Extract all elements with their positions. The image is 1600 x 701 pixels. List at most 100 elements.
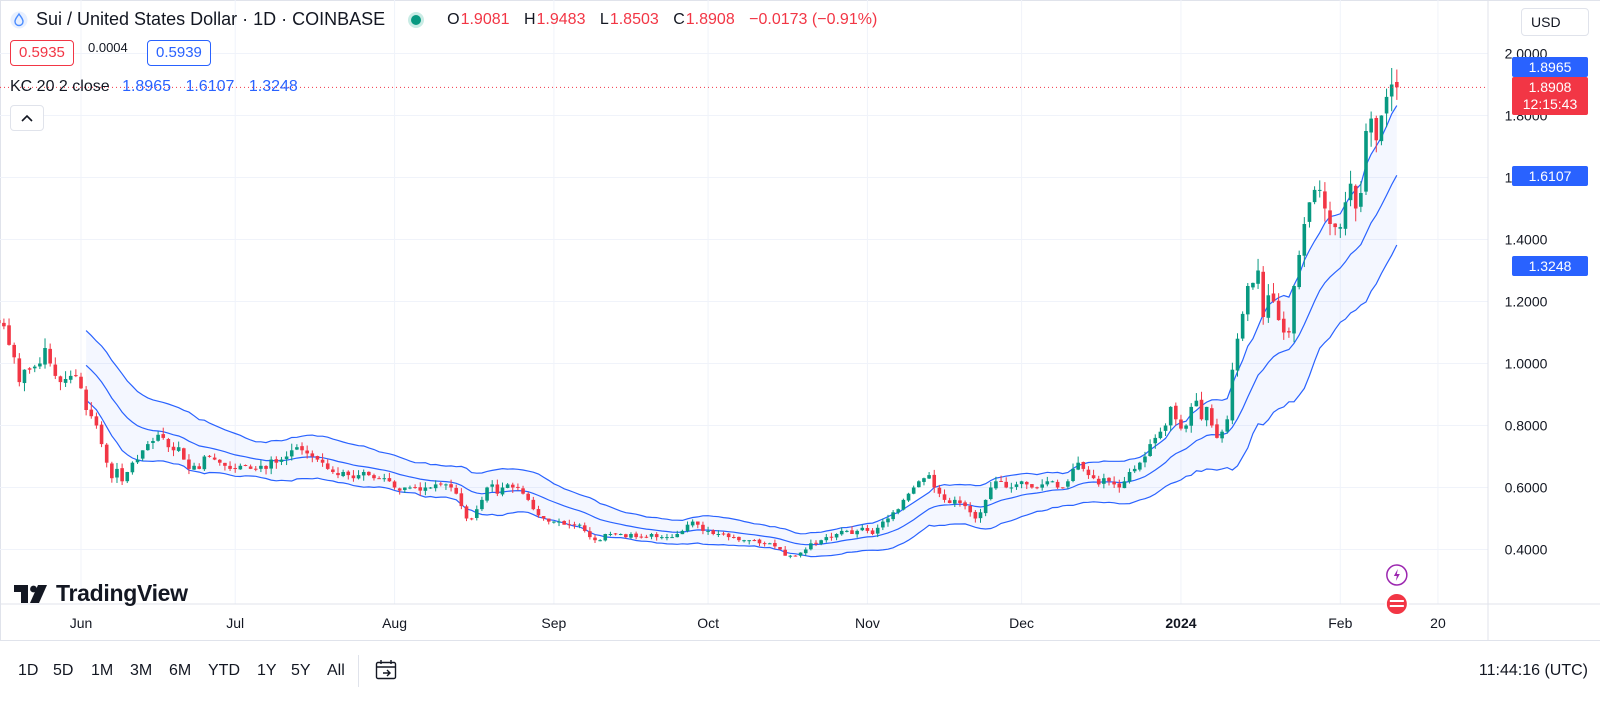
collapse-legend-button[interactable]	[10, 105, 44, 131]
candle-body	[1014, 484, 1019, 487]
candle-body	[238, 465, 243, 470]
candle-body	[603, 534, 608, 541]
candle-body	[217, 459, 222, 463]
candle-body	[1168, 406, 1173, 426]
candle-body	[310, 453, 315, 457]
candle-body	[151, 441, 155, 443]
currency-selector[interactable]: USD	[1521, 8, 1589, 36]
candle-body	[17, 358, 22, 383]
candle-body	[793, 555, 798, 557]
candle-body	[696, 521, 700, 525]
candle-body	[397, 488, 402, 491]
chart-frame[interactable]	[0, 0, 1600, 640]
candle-body	[690, 521, 695, 526]
range-1m-button[interactable]: 1M	[91, 662, 114, 679]
candle-body	[1174, 405, 1178, 420]
candle-body	[94, 416, 99, 426]
candle-body	[1143, 456, 1147, 463]
candle-body	[942, 494, 947, 500]
candle-body	[865, 528, 870, 531]
candle-body	[1194, 400, 1199, 407]
ohlc-values: O1.9081 H1.9483 L1.8503 C1.8908 −0.0173 …	[447, 11, 887, 29]
candle-body	[325, 463, 330, 469]
candle-body	[932, 474, 937, 488]
candle-body	[0, 320, 1, 324]
utc-clock[interactable]: 11:44:16 (UTC)	[1478, 662, 1588, 679]
indicator-legend[interactable]: KC 20 2 close 1.8965 1.6107 1.3248	[10, 78, 308, 96]
candle-body	[1086, 469, 1091, 476]
range-1d-button[interactable]: 1D	[18, 662, 39, 679]
y-tick-label: 1.4000	[1505, 232, 1548, 248]
chart-header: Sui / United States Dollar · 1D · COINBA…	[10, 9, 887, 30]
candle-body	[839, 530, 844, 535]
candle-body	[824, 537, 829, 541]
candle-body	[1395, 81, 1399, 88]
candle-body	[649, 534, 654, 537]
range-5y-button[interactable]: 5Y	[291, 662, 311, 679]
candle-body	[809, 543, 813, 550]
candle-body	[1045, 481, 1050, 485]
range-1y-button[interactable]: 1Y	[257, 662, 277, 679]
candle-body	[1148, 444, 1152, 456]
range-5d-button[interactable]: 5D	[53, 662, 74, 679]
candle-body	[110, 463, 114, 479]
candle-body	[670, 537, 674, 539]
candle-body	[295, 447, 299, 450]
candle-body	[233, 468, 237, 470]
candle-body	[474, 509, 479, 518]
candle-body	[1359, 193, 1363, 207]
candle-body	[922, 478, 926, 482]
chart-plot[interactable]: 0.40000.60000.80001.00001.20001.40001.60…	[0, 0, 1600, 640]
candle-body	[593, 537, 597, 541]
candle-body	[48, 348, 52, 364]
candle-body	[1107, 477, 1111, 482]
keltner-lower-band	[85, 244, 1398, 558]
toolbar-divider	[358, 655, 359, 687]
candle-body	[1374, 118, 1379, 141]
spread-value: 0.0004	[88, 40, 128, 55]
candle-body	[706, 530, 710, 532]
chevron-up-icon	[21, 114, 33, 122]
candle-body	[896, 509, 901, 513]
candle-body	[526, 493, 530, 500]
candle-body	[737, 536, 741, 541]
x-tick-label: Jul	[226, 615, 244, 631]
candle-body	[1317, 189, 1322, 191]
candle-body	[1066, 481, 1070, 487]
candle-body	[624, 534, 628, 538]
indicator-middle-value: 1.6107	[185, 78, 235, 95]
candle-body	[798, 552, 803, 556]
tradingview-logo[interactable]: TradingView	[14, 580, 188, 607]
range-all-button[interactable]: All	[327, 662, 345, 679]
candle-body	[1276, 300, 1281, 321]
candle-body	[911, 487, 916, 494]
candle-body	[372, 475, 376, 479]
candle-body	[202, 456, 207, 470]
candle-body	[161, 434, 166, 438]
candle-body	[834, 534, 839, 538]
candle-body	[22, 369, 27, 384]
sell-price-button[interactable]: 0.5935	[10, 40, 74, 66]
candle-body	[1364, 131, 1368, 192]
symbol-title[interactable]: Sui / United States Dollar · 1D · COINBA…	[36, 9, 386, 29]
calendar-goto-icon[interactable]	[374, 658, 398, 682]
candle-body	[1220, 431, 1224, 439]
range-3m-button[interactable]: 3M	[130, 662, 153, 679]
candle-body	[171, 446, 176, 451]
candle-body	[608, 534, 613, 535]
candle-body	[819, 540, 823, 544]
candle-body	[500, 487, 505, 495]
tradingview-logo-icon	[14, 584, 47, 603]
lightning-glyph-icon	[1393, 569, 1400, 581]
candle-body	[505, 484, 510, 488]
candle-body	[166, 439, 171, 448]
y-tick-label: 0.4000	[1505, 542, 1548, 558]
buy-price-button[interactable]: 0.5939	[147, 40, 211, 66]
candle-body	[125, 472, 130, 482]
range-ytd-button[interactable]: YTD	[208, 662, 240, 679]
candle-body	[1199, 399, 1204, 420]
candle-body	[644, 536, 649, 538]
range-6m-button[interactable]: 6M	[169, 662, 192, 679]
candle-body	[1245, 286, 1250, 315]
candle-body	[423, 487, 428, 491]
